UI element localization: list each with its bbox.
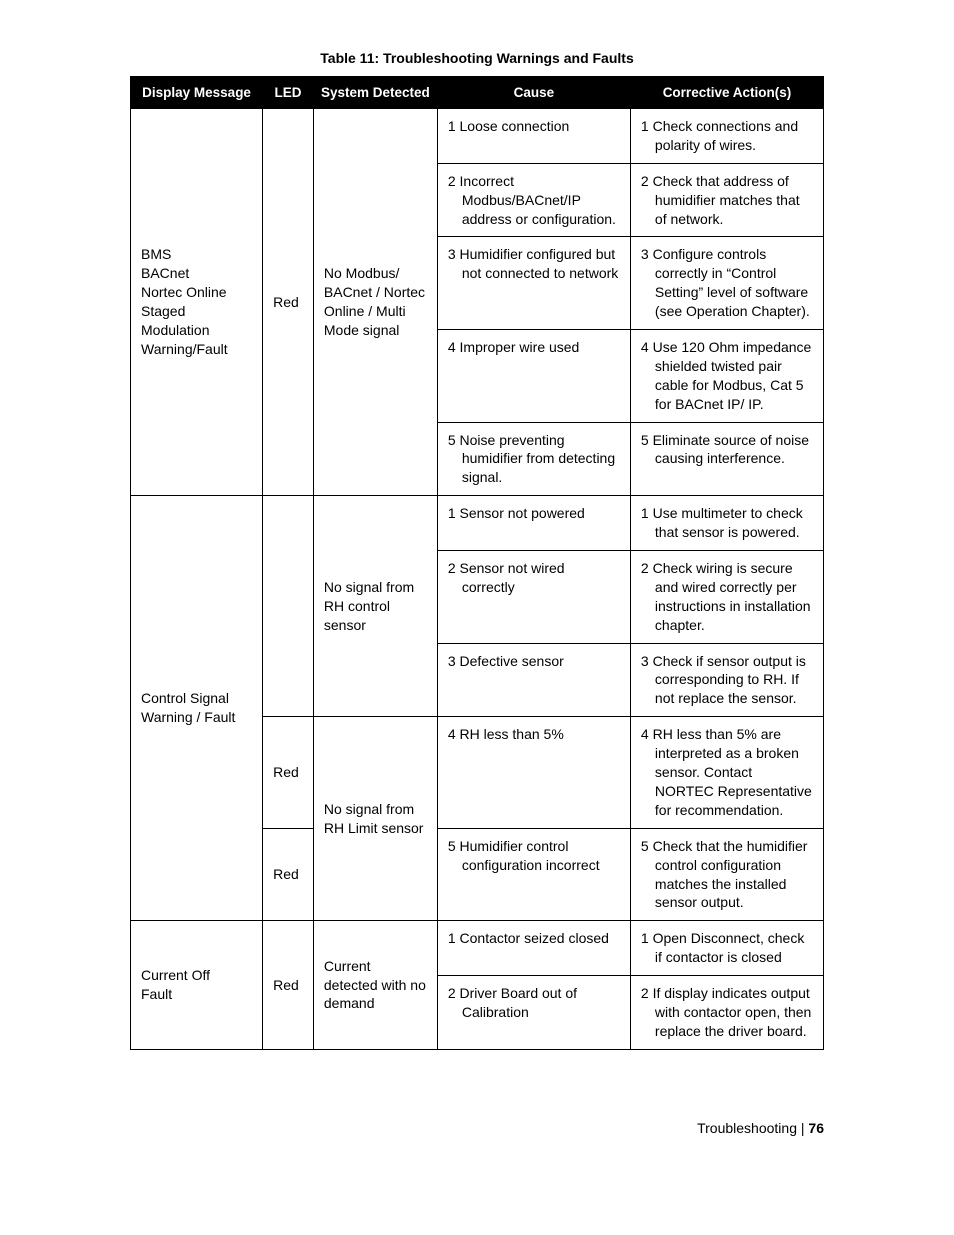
footer-page: 76 [808,1120,824,1136]
table-row: BMS BACnet Nortec Online Staged Modulati… [131,109,824,164]
table-row: Control Signal Warning / Fault No signal… [131,496,824,551]
cell-led [263,496,314,717]
cell-system: No Modbus/ BACnet / Nortec Online / Mult… [313,109,437,496]
cell-cause: 2 Driver Board out of Calibration [437,976,630,1050]
table-title: Table 11: Troubleshooting Warnings and F… [130,50,824,66]
col-cause: Cause [437,77,630,109]
cell-led: Red [263,109,314,496]
footer-section: Troubleshooting [697,1120,797,1136]
cell-action: 5 Check that the humidifier control conf… [630,828,823,921]
cell-cause: 5 Noise preventing humidifier from detec… [437,422,630,496]
cell-action: 5 Eliminate source of noise causing inte… [630,422,823,496]
cell-cause: 5 Humidifier control configuration incor… [437,828,630,921]
cell-display: Current Off Fault [131,921,263,1049]
cell-system: No signal from RH Limit sensor [313,717,437,921]
cell-action: 2 Check that address of humidifier match… [630,163,823,237]
cell-led: Red [263,717,314,828]
col-system: System Detected [313,77,437,109]
cell-action: 3 Configure controls correctly in “Contr… [630,237,823,330]
cell-display: Control Signal Warning / Fault [131,496,263,921]
cell-led: Red [263,828,314,921]
cell-system: Current detected with no demand [313,921,437,1049]
cell-cause: 1 Sensor not powered [437,496,630,551]
col-action: Corrective Action(s) [630,77,823,109]
table-header-row: Display Message LED System Detected Caus… [131,77,824,109]
cell-action: 2 Check wiring is secure and wired corre… [630,551,823,644]
cell-action: 3 Check if sensor output is correspondin… [630,643,823,717]
cell-cause: 1 Contactor seized closed [437,921,630,976]
cell-cause: 3 Defective sensor [437,643,630,717]
cell-cause: 4 Improper wire used [437,330,630,423]
col-display: Display Message [131,77,263,109]
cell-cause: 2 Incorrect Modbus/BACnet/IP address or … [437,163,630,237]
cell-action: 2 If display indicates output with conta… [630,976,823,1050]
cell-action: 4 RH less than 5% are interpreted as a b… [630,717,823,828]
cell-action: 1 Use multimeter to check that sensor is… [630,496,823,551]
footer-sep: | [797,1120,808,1136]
troubleshooting-table: Display Message LED System Detected Caus… [130,76,824,1050]
cell-action: 1 Check connections and polarity of wire… [630,109,823,164]
cell-cause: 2 Sensor not wired correctly [437,551,630,644]
cell-cause: 1 Loose connection [437,109,630,164]
col-led: LED [263,77,314,109]
cell-led: Red [263,921,314,1049]
cell-action: 4 Use 120 Ohm impedance shielded twisted… [630,330,823,423]
cell-cause: 4 RH less than 5% [437,717,630,828]
table-row: Current Off Fault Red Current detected w… [131,921,824,976]
cell-cause: 3 Humidifier configured but not connecte… [437,237,630,330]
cell-action: 1 Open Disconnect, check if contactor is… [630,921,823,976]
cell-display: BMS BACnet Nortec Online Staged Modulati… [131,109,263,496]
page-footer: Troubleshooting | 76 [130,1120,824,1136]
cell-system: No signal from RH control sensor [313,496,437,717]
